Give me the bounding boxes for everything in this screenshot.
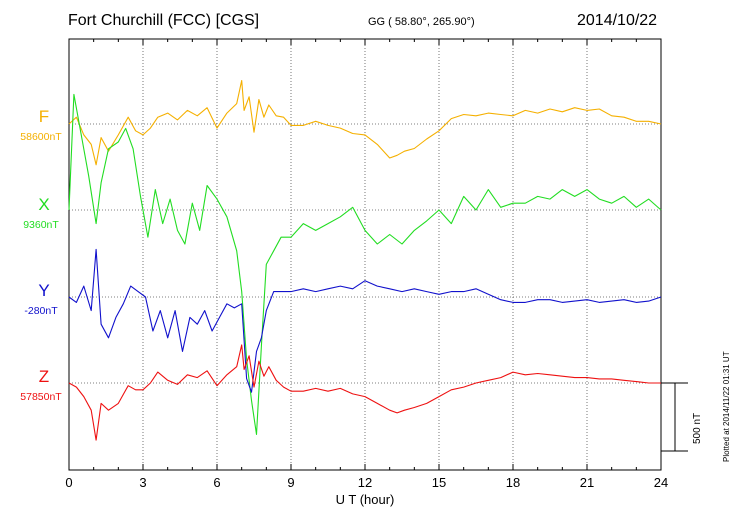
series-baseline-z: 57850nT: [20, 391, 62, 403]
series-baseline-y: -280nT: [24, 305, 58, 317]
chart-date: 2014/10/22: [577, 12, 658, 29]
x-tick-label: 3: [139, 475, 146, 490]
x-tick-label: 24: [654, 475, 668, 490]
x-tick-label: 6: [213, 475, 220, 490]
x-axis-label: U T (hour): [336, 492, 395, 507]
series-baseline-f: 58600nT: [20, 131, 62, 143]
series-baseline-x: 9360nT: [23, 219, 59, 231]
series-letter-x: X: [38, 195, 50, 214]
scale-bar-label: 500 nT: [692, 412, 703, 444]
series-letter-f: F: [38, 107, 50, 126]
series-letter-y: Y: [38, 281, 50, 300]
series-line-y: [68, 248, 662, 393]
series-line-x: [68, 93, 662, 435]
plotted-timestamp: Plotted at 2014/11/22 01:31 UT: [722, 351, 730, 462]
x-tick-label: 21: [580, 475, 594, 490]
series-line-f: [68, 79, 662, 166]
series-line-z: [68, 344, 661, 441]
series-letter-z: Z: [38, 367, 50, 386]
geographic-coordinates: GG ( 58.80°, 265.90°): [368, 16, 475, 28]
x-tick-label: 15: [432, 475, 446, 490]
station-title: Fort Churchill (FCC) [CGS]: [68, 12, 260, 29]
x-tick-label: 12: [358, 475, 372, 490]
x-tick-label: 9: [287, 475, 294, 490]
x-tick-label: 0: [65, 475, 72, 490]
x-tick-label: 18: [506, 475, 520, 490]
